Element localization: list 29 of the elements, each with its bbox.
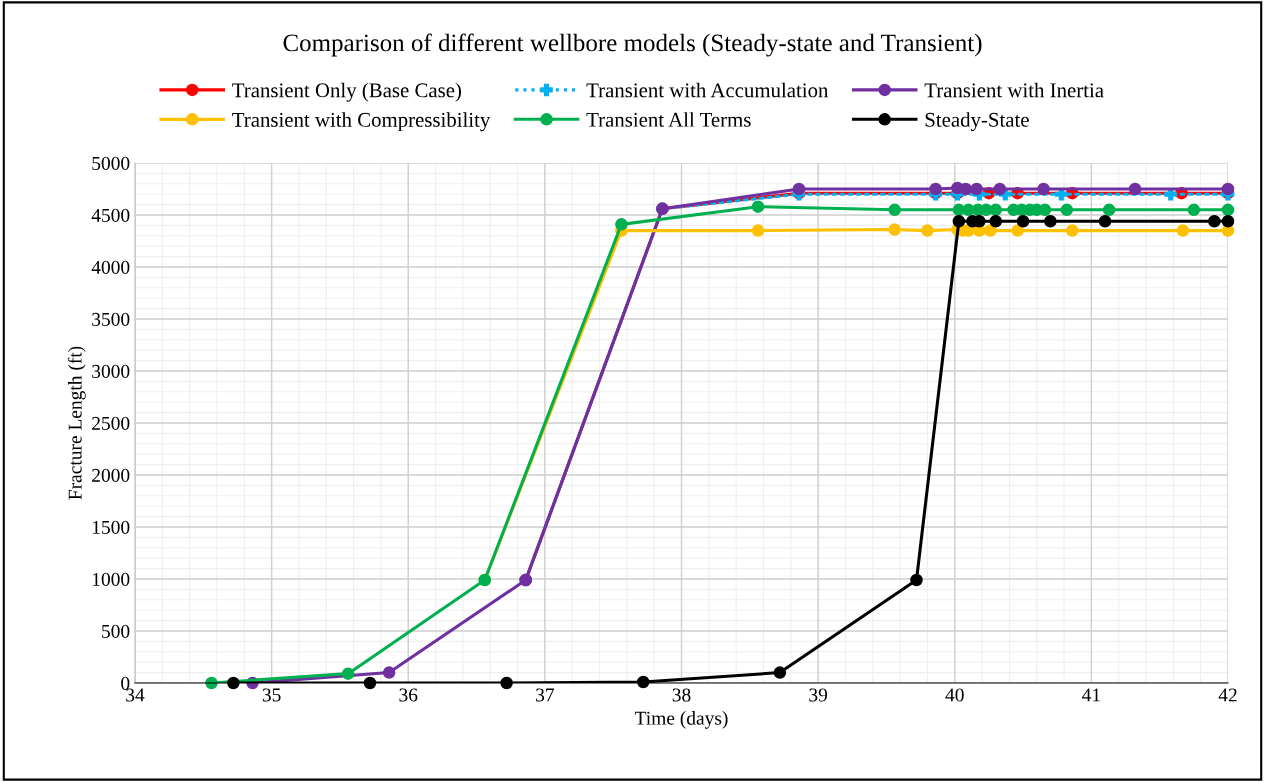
y-tick-label: 1000 <box>92 572 130 586</box>
y-tick-label: 0 <box>121 676 130 690</box>
y-tick-label: 4000 <box>91 260 130 274</box>
legend-label: Transient with Accumulation <box>586 82 829 98</box>
x-tick-label: 34 <box>126 688 145 702</box>
x-tick-label: 38 <box>672 688 691 702</box>
x-tick-label: 36 <box>399 688 418 702</box>
legend-label: Transient with Compressibility <box>232 112 491 132</box>
legend-label: Transient Only (Base Case) <box>232 82 461 102</box>
legend-label: Transient with Inertia <box>924 82 1104 98</box>
x-tick-label: 42 <box>1218 688 1237 702</box>
y-tick-label: 4500 <box>91 208 130 222</box>
y-tick-label: 3500 <box>92 312 130 326</box>
y-tick-label: 500 <box>102 624 130 638</box>
legend-label: Steady-State <box>925 112 1029 132</box>
y-tick-label: 5000 <box>92 156 130 170</box>
x-tick-label: 39 <box>809 688 828 702</box>
x-tick-label: 41 <box>1082 688 1100 702</box>
chart-title: Comparison of different wellbore models (Steady-state and Transient) <box>283 33 982 57</box>
x-tick-label: 37 <box>536 688 555 702</box>
y-tick-label: 3000 <box>92 364 130 378</box>
x-axis-title: Time (days) <box>634 711 728 729</box>
x-tick-label: 40 <box>945 688 964 702</box>
y-tick-label: 1500 <box>92 520 130 534</box>
legend-label: Transient All Terms <box>586 112 751 127</box>
x-tick-label: 35 <box>262 688 281 702</box>
y-axis-title: Fracture Length (ft) <box>67 346 86 500</box>
y-tick-label: 2500 <box>92 416 130 430</box>
y-tick-label: 2000 <box>92 468 130 482</box>
